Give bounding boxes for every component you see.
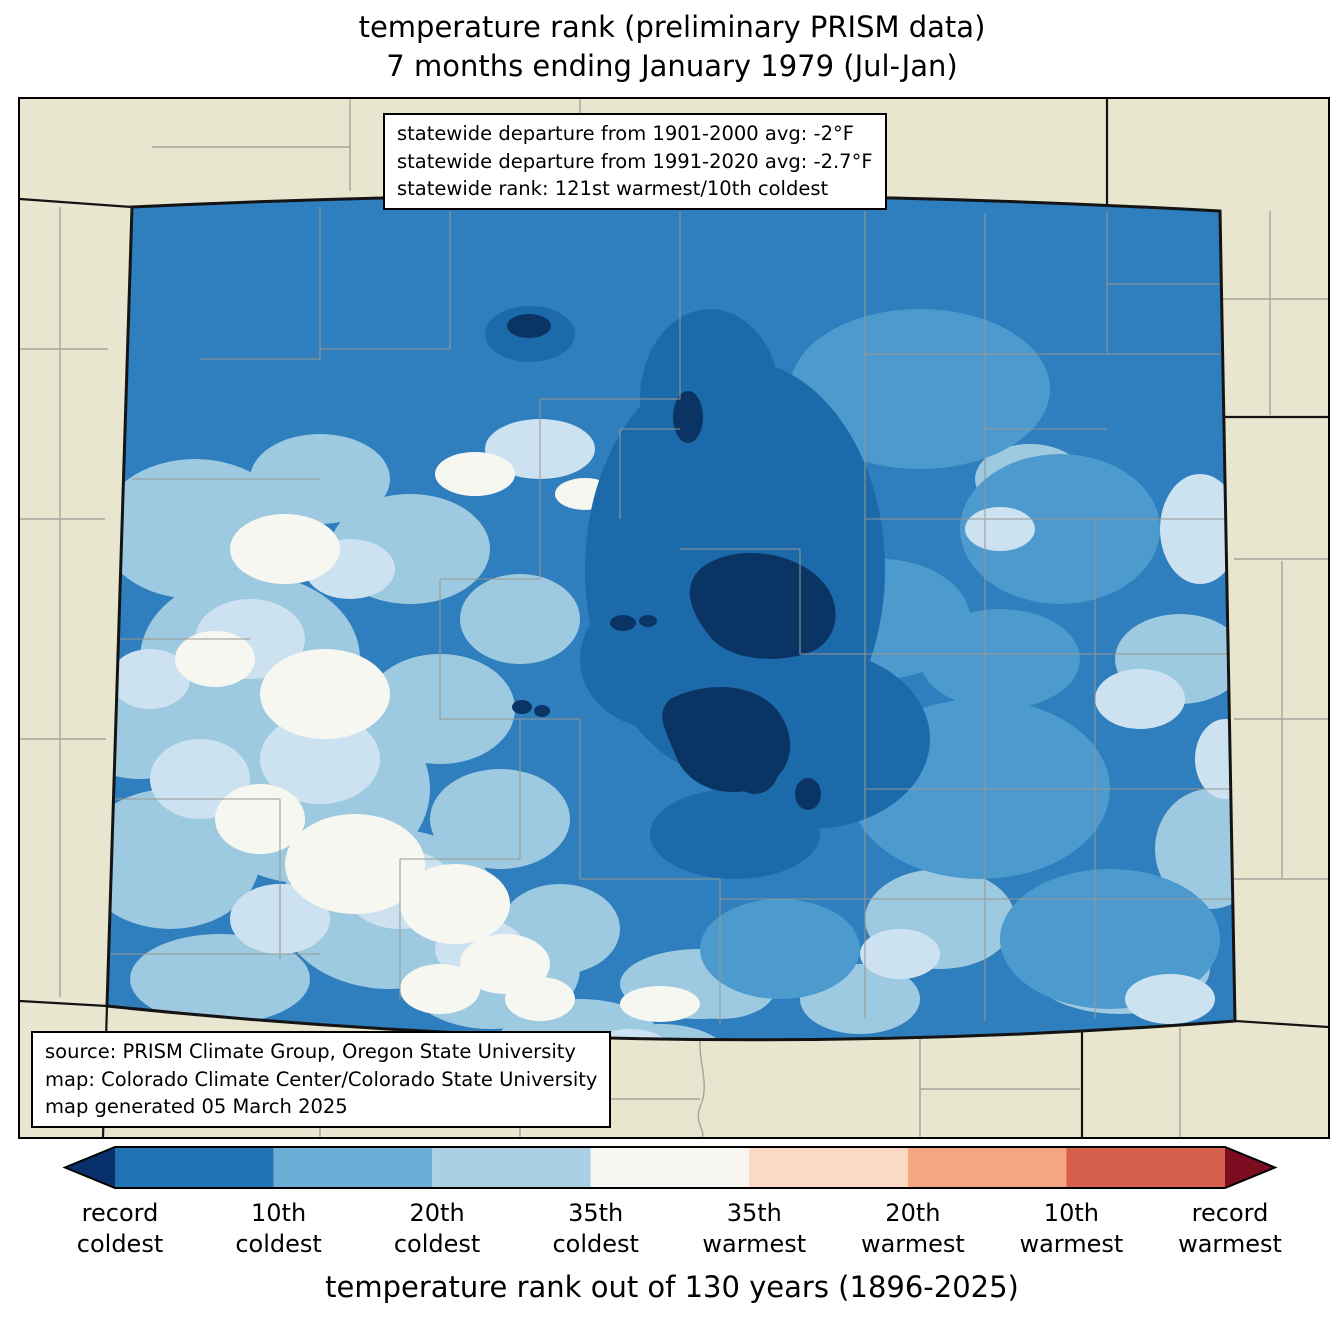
colorbar-label-10th-warmest: 10th warmest xyxy=(1019,1199,1124,1258)
title-line-2: 7 months ending January 1979 (Jul-Jan) xyxy=(386,49,958,84)
colorbar-label-record-warmest: record warmest xyxy=(1178,1199,1282,1258)
colorado-rank-map xyxy=(20,99,1328,1137)
white-areas xyxy=(175,452,700,1022)
map-axes: statewide departure from 1901-2000 avg: … xyxy=(18,97,1330,1139)
colorbar-segment-5 xyxy=(749,1147,908,1188)
county-lines xyxy=(107,207,1232,1024)
colorbar-title: temperature rank out of 130 years (1896-… xyxy=(325,1270,1019,1304)
colorbar-arrow-record-warmest xyxy=(1225,1147,1275,1188)
source-attribution-box: source: PRISM Climate Group, Oregon Stat… xyxy=(31,1030,612,1128)
neighbor-state-borders xyxy=(20,99,1328,1137)
colorbar-segment-7 xyxy=(1066,1147,1225,1188)
colorbar-segment-2 xyxy=(273,1147,433,1188)
colorbar-segment-4 xyxy=(590,1147,750,1188)
colorbar-label-20th-coldest: 20th coldest xyxy=(393,1199,481,1258)
colorbar-outline xyxy=(62,1146,1278,1189)
statewide-stats-box: statewide departure from 1901-2000 avg: … xyxy=(383,113,887,211)
record-coldest-areas xyxy=(507,314,836,810)
colorbar-segment-3 xyxy=(432,1147,591,1188)
stats-line-2: statewide departure from 1991-2020 avg: … xyxy=(397,149,873,173)
colorbar-label-35th-warmest: 35th warmest xyxy=(702,1199,807,1258)
figure-title: temperature rank (preliminary PRISM data… xyxy=(0,8,1344,86)
source-line-1: source: PRISM Climate Group, Oregon Stat… xyxy=(45,1039,576,1063)
colorbar-label-record-coldest: record coldest xyxy=(76,1199,164,1258)
colorbar-segment-6 xyxy=(907,1147,1067,1188)
source-line-2: map: Colorado Climate Center/Colorado St… xyxy=(45,1067,598,1091)
stats-line-1: statewide departure from 1901-2000 avg: … xyxy=(397,122,854,145)
colorbar-label-35th-coldest: 35th coldest xyxy=(552,1199,639,1258)
colorbar-arrow-record-coldest xyxy=(65,1147,115,1188)
stats-line-3: statewide rank: 121st warmest/10th colde… xyxy=(397,177,829,201)
colorbar-label-20th-warmest: 20th warmest xyxy=(860,1199,965,1258)
state-fill-layers xyxy=(107,194,1235,1040)
source-line-3: map generated 05 March 2025 xyxy=(45,1095,348,1119)
colorbar-segment-1 xyxy=(115,1147,274,1188)
title-line-1: temperature rank (preliminary PRISM data… xyxy=(358,10,986,44)
rank-colorbar xyxy=(62,1146,1278,1189)
colorbar-label-10th-coldest: 10th coldest xyxy=(235,1199,322,1258)
